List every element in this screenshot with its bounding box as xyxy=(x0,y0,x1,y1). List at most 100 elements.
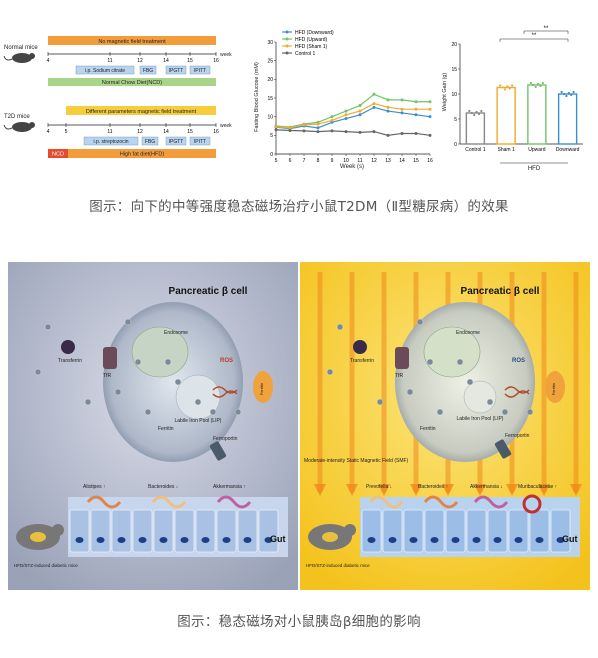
series-2-point-5 xyxy=(344,113,348,117)
fe-ion xyxy=(84,398,92,406)
right-endosome-label: Endosome xyxy=(456,330,480,336)
glucose-xtick-6: 6 xyxy=(289,158,292,164)
series-0-point-11 xyxy=(428,115,432,119)
series-line-3 xyxy=(275,129,431,136)
series-2-point-7 xyxy=(372,102,376,106)
normal-diet-text: Normal Chow Diet(NCD) xyxy=(102,80,162,86)
series-0-point-10 xyxy=(414,113,418,117)
glucose-xtick-11: 11 xyxy=(357,158,362,164)
fe-ion xyxy=(194,398,202,406)
right-villi xyxy=(361,509,571,553)
panel-with-smf: Pancreatic β cell Endosome Labile Iron P… xyxy=(300,262,590,590)
bar-ytick-0: 0 xyxy=(454,142,457,148)
series-3-point-5 xyxy=(344,130,348,134)
series-3-point-10 xyxy=(414,131,418,135)
normal-inj-text: i.p. Sodium citrate xyxy=(85,68,125,74)
series-0-point-3 xyxy=(316,126,320,130)
normal-field-text: No magnetic field treatment xyxy=(98,39,166,45)
normal-inj-box xyxy=(75,65,135,75)
series-3-point-8 xyxy=(386,133,390,137)
series-3-point-6 xyxy=(358,130,362,134)
left-mouse-label: HFD/STZ-induced diabetic mice xyxy=(14,563,78,568)
series-2-point-2 xyxy=(302,123,306,127)
left-tfr xyxy=(103,347,117,369)
series-2-point-0 xyxy=(274,125,278,129)
right-transferrin-label: Transferrin xyxy=(350,358,374,364)
normal-field-bar xyxy=(48,36,216,45)
fe-ion xyxy=(326,368,334,376)
series-2-point-11 xyxy=(428,107,432,111)
tick-t-14: 14 xyxy=(163,129,169,135)
right-ferritin-ext xyxy=(545,371,565,403)
right-diabetic-mouse-icon xyxy=(308,524,356,550)
t2d-field-text: Different parameters magnetic field trea… xyxy=(86,109,197,115)
glucose-xtick-8: 8 xyxy=(317,158,320,164)
legend-item-0: HFD (Downward) xyxy=(295,30,334,36)
bar-ylabel: Weight Gain (g) xyxy=(442,73,448,112)
t2d-mouse-icon xyxy=(3,122,35,132)
t2d-diet-text: High fat diet(HFD) xyxy=(120,152,164,158)
weight-bar-chart: Weight Gain (g) 0 5 10 15 20 Control 1 Sham 1… xyxy=(442,26,583,172)
left-bac-1: Alistipes ↑ xyxy=(83,484,106,490)
left-bacteria-icons xyxy=(86,495,252,509)
sig-1: ** xyxy=(532,33,537,39)
t2d-ncd-text: NCD xyxy=(52,152,64,158)
series-line-0 xyxy=(275,106,431,130)
series-1-point-6 xyxy=(358,103,362,107)
panel-without-smf: Pancreatic β cell Endosome Labile Iron P… xyxy=(8,262,298,590)
right-title: Pancreatic β cell xyxy=(461,286,540,297)
tick-t-11: 11 xyxy=(107,129,112,135)
bar-ytick-10: 10 xyxy=(451,92,457,98)
series-1-point-11 xyxy=(428,100,432,104)
left-ferroportin-label: Ferroportin xyxy=(213,436,238,442)
right-lip-label: Labile Iron Pool (LIP) xyxy=(457,416,504,422)
fe-ion xyxy=(336,323,344,331)
series-3-point-3 xyxy=(316,130,320,134)
bar-label-0: Control 1 xyxy=(465,147,486,153)
series-2-point-1 xyxy=(288,126,292,130)
sig-2: ** xyxy=(544,26,549,32)
series-1-point-9 xyxy=(400,98,404,102)
tick-n-14: 14 xyxy=(163,58,169,64)
right-endosome xyxy=(423,326,481,378)
bar-label-1: Sham 1 xyxy=(498,147,515,153)
series-3-point-9 xyxy=(400,131,404,135)
tick-n-12: 12 xyxy=(137,58,143,64)
t2d-label: T2D mice xyxy=(4,114,30,120)
glucose-xtick-14: 14 xyxy=(399,158,405,164)
series-3-point-1 xyxy=(288,128,292,132)
glucose-xlabel: Week (s) xyxy=(340,164,364,170)
series-2-point-10 xyxy=(414,107,418,111)
series-3-point-7 xyxy=(372,130,376,134)
right-bac-3: Akkermansia ↓ xyxy=(470,484,503,490)
left-transferrin-icon xyxy=(61,340,75,354)
right-bac-1: Prevotella ↓ xyxy=(366,484,392,490)
glucose-ytick-5: 5 xyxy=(270,133,273,139)
tick-n-11: 11 xyxy=(107,58,112,64)
series-0-point-6 xyxy=(358,113,362,117)
right-transferrin-icon xyxy=(353,340,367,354)
bar-ytick-15: 15 xyxy=(451,67,457,73)
fe-ion xyxy=(526,408,534,416)
glucose-line-chart: Fasting Blood Glucose (mM) Week (s) HFD … xyxy=(254,30,433,170)
glucose-xtick-5: 5 xyxy=(275,158,278,164)
left-lip-label: Labile Iron Pool (LIP) xyxy=(175,418,222,424)
series-2-point-8 xyxy=(386,105,390,109)
glucose-ylabel: Fasting Blood Glucose (mM) xyxy=(254,62,260,132)
left-transferrin-label: Transferrin xyxy=(58,358,82,364)
right-mouse-label: HFD/STZ-induced diabetic mice xyxy=(306,563,370,568)
tick-t-4: 4 xyxy=(47,129,50,135)
tick-t-12: 12 xyxy=(137,129,143,135)
right-tfr xyxy=(395,347,409,369)
glucose-xtick-15: 15 xyxy=(413,158,419,164)
bar-label-2: Upward xyxy=(528,147,545,153)
series-3-point-2 xyxy=(302,129,306,133)
t2d-diet-bar xyxy=(68,149,216,158)
fe-ion xyxy=(134,358,142,366)
left-gut-label: Gut xyxy=(270,534,286,544)
legend-item-3: Control 1 xyxy=(295,51,316,57)
t2d-ticks: 4 5 11 12 14 15 16 xyxy=(47,123,219,135)
fe-ion xyxy=(234,408,242,416)
bar-ytick-20: 20 xyxy=(451,42,457,48)
series-0-point-7 xyxy=(372,105,376,109)
